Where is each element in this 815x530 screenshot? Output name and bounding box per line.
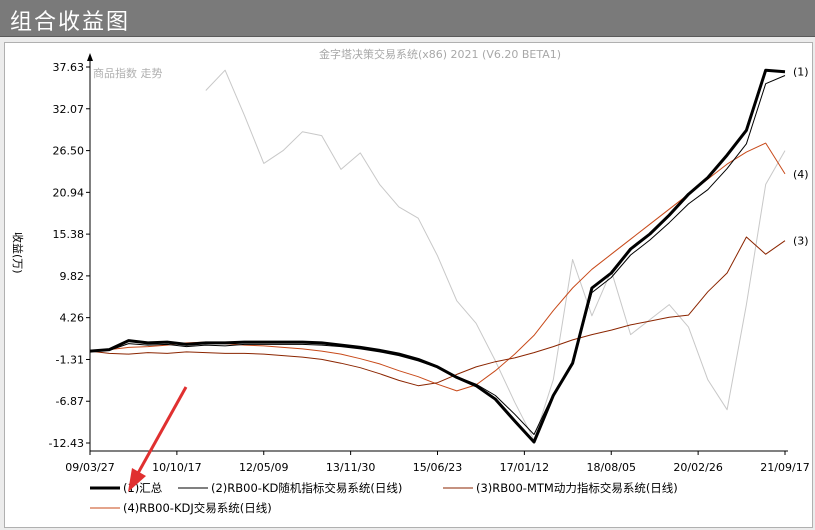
x-tick-label: 17/01/12 — [500, 461, 549, 474]
y-tick-label: 32.07 — [53, 103, 85, 116]
window-title: 组合收益图 — [10, 10, 131, 35]
series-end-label: (4) — [793, 168, 809, 181]
y-axis-label: 收益(万) — [11, 232, 25, 274]
chart-legend: (1)汇总 (2)RB00-KD随机指标交易系统(日线) (3)RB00-MTM动力… — [90, 481, 678, 515]
window-titlebar: 组合收益图 — [0, 0, 815, 37]
y-tick-label: -1.31 — [56, 353, 84, 366]
y-tick-label: 9.82 — [60, 270, 85, 283]
series-line — [89, 68, 786, 444]
x-tick-label: 20/02/26 — [673, 461, 722, 474]
x-tick-label: 15/06/23 — [413, 461, 462, 474]
series-line — [89, 236, 786, 387]
legend-label: (3)RB00-MTM动力指标交易系统(日线) — [476, 481, 678, 495]
chart-title: 金字塔决策交易系统(x86) 2021 (V6.20 BETA1) — [319, 47, 561, 61]
y-tick-label: 20.94 — [53, 186, 85, 199]
y-tick-label: 26.50 — [53, 145, 85, 158]
y-tick-label: 37.63 — [53, 61, 85, 74]
chart-frame — [4, 42, 813, 528]
y-tick-label: 4.26 — [60, 312, 85, 325]
chart-watermark: 商品指数 走势 — [93, 66, 163, 80]
x-tick-label: 12/05/09 — [239, 461, 288, 474]
series-line — [205, 69, 786, 441]
legend-label: (2)RB00-KD随机指标交易系统(日线) — [211, 481, 402, 495]
series-end-labels: (1) (3) (4) — [793, 66, 809, 248]
y-tick-label: 15.38 — [53, 228, 85, 241]
x-tick-label: 13/11/30 — [326, 461, 375, 474]
y-tick-label: -12.43 — [49, 437, 84, 450]
red-arrow-annotation — [128, 386, 188, 492]
x-tick-label: 09/03/27 — [65, 461, 114, 474]
chart-axes: -12.43 -6.87 -1.31 4.26 9.82 15.38 20.94 26.50 3… — [49, 53, 810, 474]
x-tick-label: 10/10/17 — [152, 461, 201, 474]
series-end-label: (1) — [793, 66, 809, 79]
chart-lines — [89, 68, 786, 444]
series-line — [89, 142, 786, 392]
x-tick-label: 21/09/17 — [760, 461, 809, 474]
legend-label: (4)RB00-KDJ交易系统(日线) — [123, 501, 272, 515]
y-axis-arrow — [87, 53, 93, 61]
y-tick-label: -6.87 — [56, 395, 84, 408]
series-end-label: (3) — [793, 235, 809, 248]
x-tick-label: 18/08/05 — [587, 461, 636, 474]
